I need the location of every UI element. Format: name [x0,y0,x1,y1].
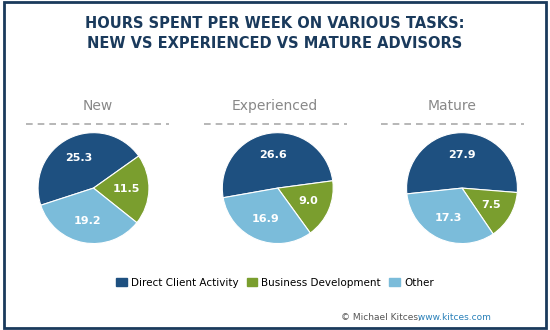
Text: Mature: Mature [428,99,476,113]
Wedge shape [406,133,518,194]
Text: 7.5: 7.5 [481,200,500,210]
Text: 26.6: 26.6 [259,150,287,160]
Text: New: New [82,99,113,113]
Wedge shape [222,133,333,198]
Wedge shape [38,133,139,205]
Text: Experienced: Experienced [232,99,318,113]
Wedge shape [407,188,493,244]
Wedge shape [462,188,517,234]
Text: 27.9: 27.9 [448,150,475,160]
Text: 11.5: 11.5 [113,184,140,194]
Text: © Michael Kitces,: © Michael Kitces, [341,313,421,322]
Text: 19.2: 19.2 [74,216,101,226]
Text: www.kitces.com: www.kitces.com [415,313,491,322]
Legend: Direct Client Activity, Business Development, Other: Direct Client Activity, Business Develop… [112,274,438,292]
Wedge shape [94,156,149,223]
Wedge shape [223,188,310,244]
Text: 25.3: 25.3 [65,153,92,163]
Wedge shape [41,188,137,244]
Text: HOURS SPENT PER WEEK ON VARIOUS TASKS:
NEW VS EXPERIENCED VS MATURE ADVISORS: HOURS SPENT PER WEEK ON VARIOUS TASKS: N… [85,16,465,51]
Text: 16.9: 16.9 [251,214,279,224]
Wedge shape [278,181,333,233]
Text: 9.0: 9.0 [299,196,318,206]
Text: 17.3: 17.3 [434,213,461,223]
